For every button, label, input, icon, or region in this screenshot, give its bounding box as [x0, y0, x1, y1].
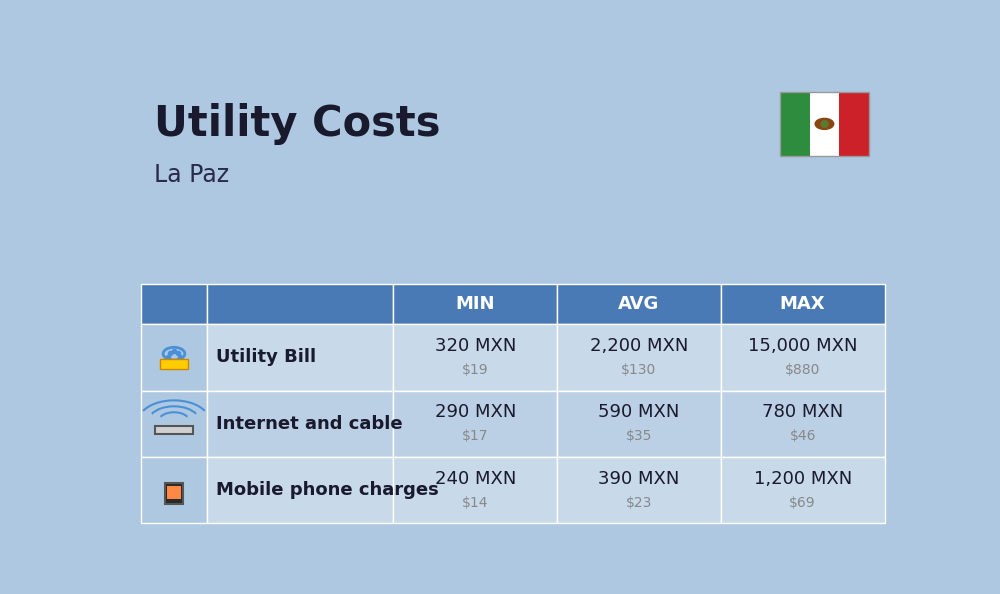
Bar	[155, 425, 193, 434]
Bar	[140, 390, 207, 457]
Bar	[207, 324, 393, 390]
Text: MAX: MAX	[780, 295, 825, 313]
Text: $880: $880	[785, 363, 820, 377]
Bar	[167, 486, 181, 499]
Text: 1,200 MXN: 1,200 MXN	[754, 470, 852, 488]
Text: 15,000 MXN: 15,000 MXN	[748, 337, 857, 355]
Bar	[393, 324, 557, 390]
Bar	[207, 390, 393, 457]
Text: $19: $19	[462, 363, 489, 377]
Bar	[160, 359, 188, 369]
Bar	[810, 92, 839, 156]
Bar	[140, 284, 207, 324]
Text: 320 MXN: 320 MXN	[435, 337, 516, 355]
Text: $23: $23	[626, 496, 652, 510]
Bar	[207, 457, 393, 523]
Text: AVG: AVG	[618, 295, 660, 313]
Bar	[393, 284, 557, 324]
Text: 780 MXN: 780 MXN	[762, 403, 843, 421]
Bar	[140, 324, 207, 390]
Text: MIN: MIN	[456, 295, 495, 313]
Bar	[721, 324, 885, 390]
Bar	[165, 483, 183, 504]
Text: $46: $46	[789, 429, 816, 444]
Text: Utility Costs: Utility Costs	[154, 103, 441, 146]
Bar	[557, 390, 721, 457]
Bar	[780, 92, 810, 156]
Text: $130: $130	[621, 363, 657, 377]
Text: 290 MXN: 290 MXN	[435, 403, 516, 421]
Bar	[557, 284, 721, 324]
Text: $69: $69	[789, 496, 816, 510]
Bar	[393, 390, 557, 457]
Bar	[721, 284, 885, 324]
Text: 390 MXN: 390 MXN	[598, 470, 680, 488]
Circle shape	[815, 118, 834, 129]
Bar	[393, 457, 557, 523]
Text: Mobile phone charges: Mobile phone charges	[216, 481, 439, 499]
Bar	[557, 457, 721, 523]
Bar	[839, 92, 869, 156]
Text: Utility Bill: Utility Bill	[216, 348, 317, 366]
Text: La Paz: La Paz	[154, 163, 230, 187]
Text: ⬤: ⬤	[820, 119, 829, 128]
Text: $14: $14	[462, 496, 489, 510]
Text: Internet and cable: Internet and cable	[216, 415, 403, 432]
Text: $17: $17	[462, 429, 489, 444]
Bar	[140, 457, 207, 523]
Bar	[557, 324, 721, 390]
Text: 2,200 MXN: 2,200 MXN	[590, 337, 688, 355]
Text: 590 MXN: 590 MXN	[598, 403, 680, 421]
Text: 240 MXN: 240 MXN	[435, 470, 516, 488]
Bar	[721, 457, 885, 523]
Text: $35: $35	[626, 429, 652, 444]
Bar	[721, 390, 885, 457]
Bar	[780, 92, 869, 156]
Bar	[207, 284, 393, 324]
